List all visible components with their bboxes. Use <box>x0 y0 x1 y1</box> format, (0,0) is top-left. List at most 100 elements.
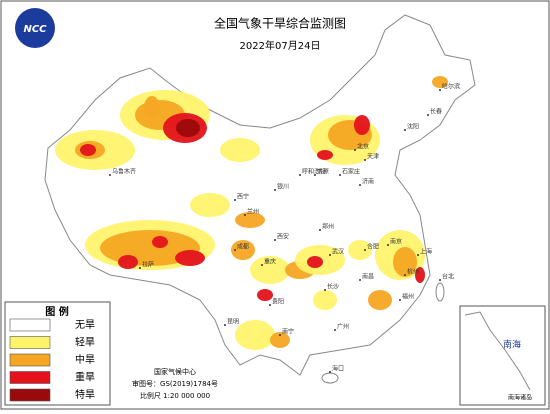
city-label: 广州 <box>337 323 349 331</box>
legend-swatch <box>9 388 51 402</box>
city-dot <box>404 129 406 131</box>
legend-label: 重旱 <box>75 371 95 384</box>
city-dot <box>439 89 441 91</box>
city-label: 北京 <box>357 143 369 151</box>
city-dot <box>234 199 236 201</box>
city-dot <box>427 114 429 116</box>
city-label: 长春 <box>430 108 442 116</box>
city-dot <box>334 329 336 331</box>
city-dot <box>329 254 331 256</box>
drought-area <box>270 332 290 348</box>
legend-swatch <box>9 353 51 367</box>
title: 全国气象干旱综合监测图 <box>214 16 346 31</box>
city-label: 兰州 <box>247 208 259 216</box>
drought-area <box>80 144 96 156</box>
city-dot <box>387 244 389 246</box>
city-dot <box>261 264 263 266</box>
drought-area <box>152 236 168 248</box>
city-label: 武汉 <box>332 248 344 256</box>
city-label: 西宁 <box>237 193 249 201</box>
city-label: 拉萨 <box>142 261 154 269</box>
city-dot <box>274 239 276 241</box>
city-dot <box>299 174 301 176</box>
city-label: 杭州 <box>407 268 419 276</box>
city-label: 石家庄 <box>342 168 360 176</box>
city-label: 合肥 <box>367 243 379 251</box>
island <box>435 282 445 302</box>
city-dot <box>329 371 331 373</box>
legend-label: 中旱 <box>75 353 95 366</box>
drought-area <box>190 193 230 217</box>
drought-area <box>118 255 138 269</box>
drought-area <box>393 247 417 277</box>
city-label: 昆明 <box>227 319 239 326</box>
drought-area <box>250 256 290 284</box>
city-dot <box>399 299 401 301</box>
city-label: 济南 <box>362 178 374 186</box>
drought-area <box>176 119 200 137</box>
drought-area <box>415 267 425 283</box>
approval: 审图号：GS(2019)1784号 <box>132 379 218 388</box>
legend-swatch <box>9 371 51 384</box>
city-label: 长沙 <box>327 283 339 291</box>
drought-area <box>231 240 255 260</box>
scale: 比例尺 1:20 000 000 <box>140 391 210 400</box>
city-dot <box>324 289 326 291</box>
city-dot <box>279 334 281 336</box>
drought-area <box>432 76 448 88</box>
city-label: 呼和浩特 <box>302 168 326 176</box>
city-label: 乌鲁木齐 <box>112 168 136 176</box>
city-label: 太原 <box>317 168 329 176</box>
legend-label: 无旱 <box>75 319 95 331</box>
legend-swatch <box>9 336 51 349</box>
city-dot <box>139 267 141 269</box>
city-label: 南昌 <box>362 273 374 281</box>
legend-swatch <box>9 318 51 332</box>
logo <box>15 8 55 48</box>
city-label: 南宁 <box>282 328 294 336</box>
city-dot <box>364 249 366 251</box>
inset-coast <box>464 311 531 391</box>
drought-area <box>348 240 372 260</box>
city-dot <box>439 279 441 281</box>
city-dot <box>417 254 419 256</box>
drought-area <box>235 320 275 350</box>
drought-area <box>257 289 273 301</box>
city-dot <box>319 229 321 231</box>
drought-area <box>354 115 370 135</box>
city-label: 上海 <box>420 248 432 256</box>
city-label: 重庆 <box>264 258 276 266</box>
city-label: 福州 <box>402 293 414 301</box>
city-dot <box>109 174 111 176</box>
drought-area <box>235 212 265 228</box>
city-dot <box>404 274 406 276</box>
city-dot <box>234 249 236 251</box>
city-label: 海口 <box>332 365 344 373</box>
city-dot <box>359 184 361 186</box>
legend-title: 图 例 <box>45 305 68 318</box>
map-layer <box>44 14 476 376</box>
island <box>321 372 339 384</box>
city-label: 台北 <box>442 273 454 281</box>
city-label: 西安 <box>277 233 289 241</box>
drought-area <box>368 290 392 310</box>
legend-label: 特旱 <box>75 389 95 401</box>
city-label: 哈尔滨 <box>442 83 460 91</box>
city-label: 郑州 <box>322 223 334 231</box>
date: 2022年07月24日 <box>240 39 321 52</box>
city-dot <box>339 174 341 176</box>
agency: 国家气候中心 <box>154 367 196 376</box>
city-label: 贵阳 <box>272 298 284 306</box>
city-dot <box>359 279 361 281</box>
inset-box <box>459 305 546 406</box>
city-dot <box>354 149 356 151</box>
city-label: 沈阳 <box>407 123 419 131</box>
city-dot <box>274 189 276 191</box>
logo-text: NCC <box>23 24 47 35</box>
city-dot <box>224 324 226 326</box>
city-dot <box>244 214 246 216</box>
city-dot <box>314 174 316 176</box>
city-label: 银川 <box>277 183 289 191</box>
inset-label: 南海 <box>503 339 521 351</box>
